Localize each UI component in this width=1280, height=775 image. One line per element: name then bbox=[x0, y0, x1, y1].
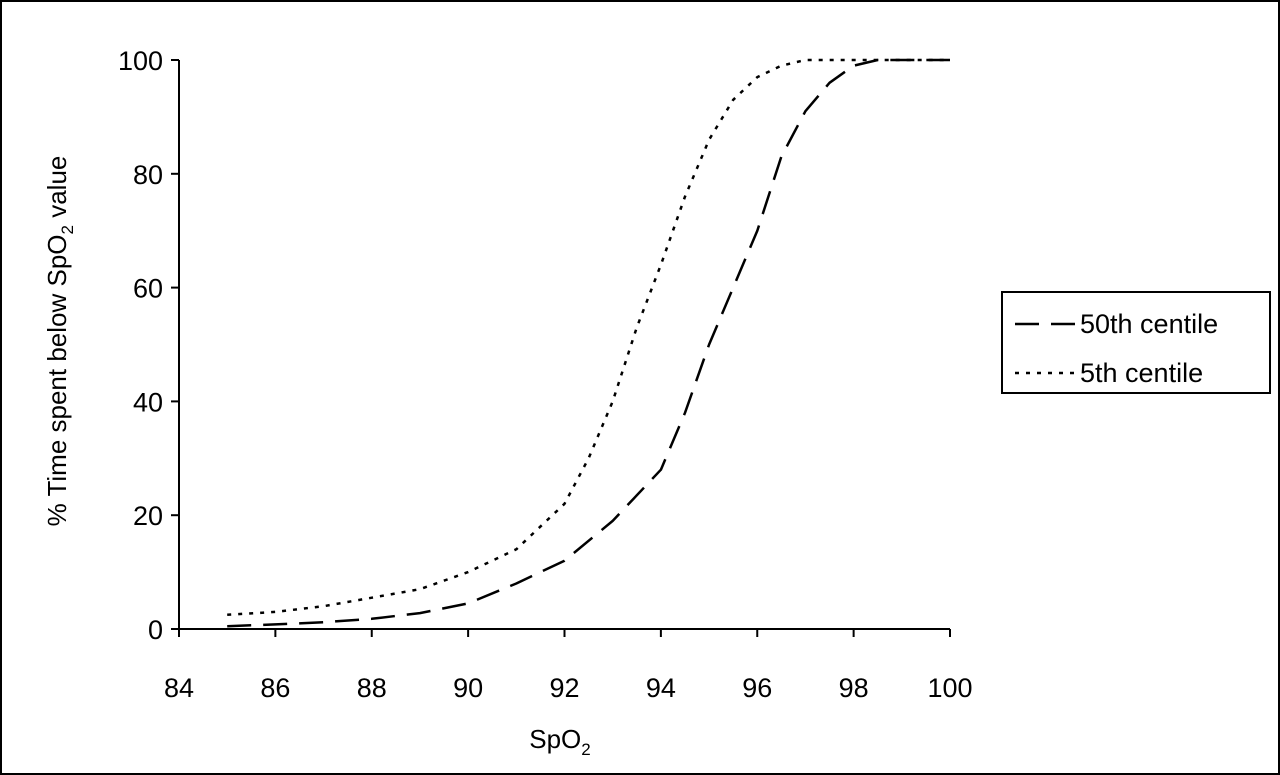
series-layer bbox=[227, 58, 950, 628]
y-tick-label: 0 bbox=[148, 615, 163, 645]
series-line-5th-centile bbox=[227, 58, 950, 617]
legend-label-50th-centile: 50th centile bbox=[1080, 309, 1218, 339]
y-tick-label: 60 bbox=[133, 274, 163, 304]
y-axis-title: % Time spent below SpO2​ value bbox=[42, 156, 77, 527]
x-tick-label: 86 bbox=[260, 673, 290, 703]
y-tick-label: 100 bbox=[118, 46, 163, 76]
x-axis-title: SpO2​ bbox=[529, 724, 591, 759]
x-tick-label: 88 bbox=[357, 673, 387, 703]
x-tick-label: 98 bbox=[839, 673, 869, 703]
y-tick-label: 80 bbox=[133, 160, 163, 190]
legend: 50th centile 5th centile bbox=[1001, 291, 1271, 394]
legend-box bbox=[1001, 291, 1271, 394]
x-tick-label: 92 bbox=[549, 673, 579, 703]
x-tick-label: 100 bbox=[927, 673, 972, 703]
legend-label-5th-centile: 5th centile bbox=[1080, 358, 1203, 388]
y-tick-label: 40 bbox=[133, 387, 163, 417]
x-tick-label: 96 bbox=[742, 673, 772, 703]
x-tick-label: 94 bbox=[646, 673, 676, 703]
y-tick-label: 20 bbox=[133, 501, 163, 531]
axes: 84 86 88 90 92 94 96 98 100 0 20 40 60 80 100 bbox=[118, 46, 973, 703]
x-tick-label: 84 bbox=[164, 673, 194, 703]
x-tick-label: 90 bbox=[453, 673, 483, 703]
series-line-50th-centile bbox=[227, 58, 950, 628]
